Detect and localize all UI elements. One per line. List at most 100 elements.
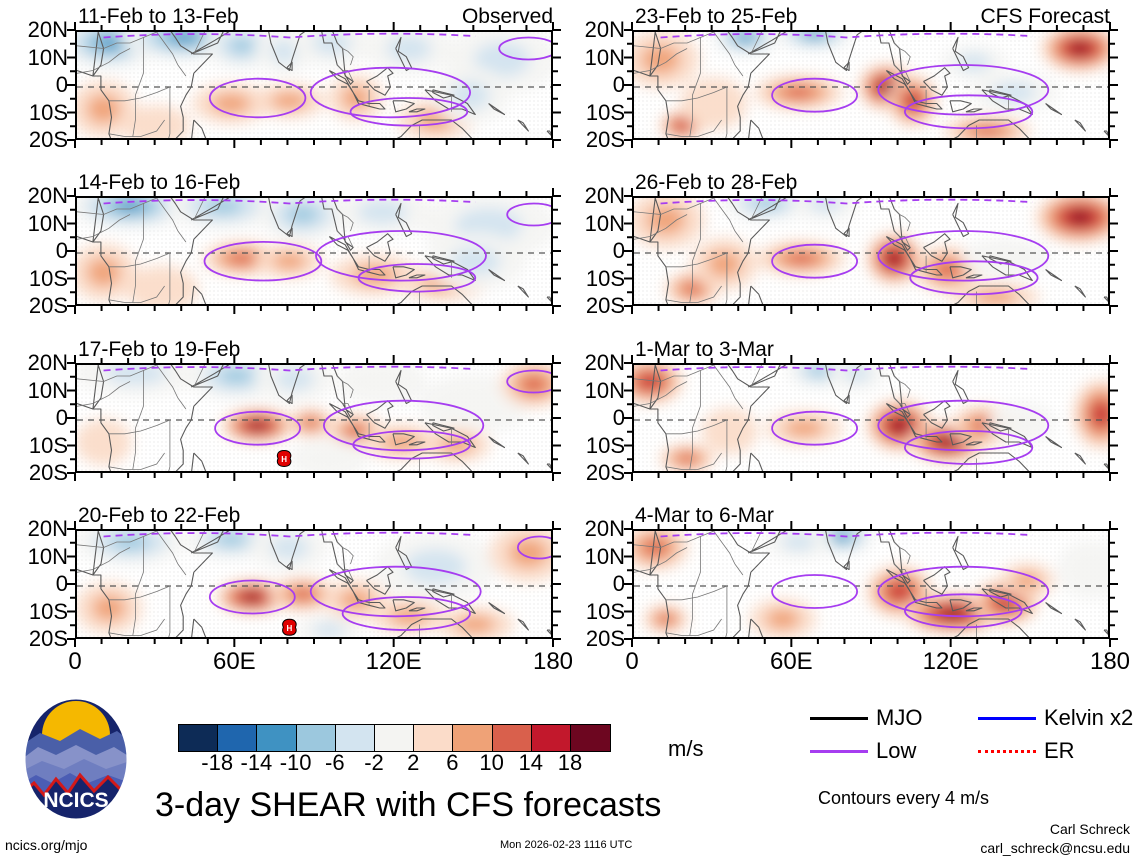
x-tick-label: 120E (922, 648, 979, 675)
colorbar (178, 724, 612, 752)
y-tick-label: 0 (55, 72, 68, 97)
colorbar-tick-label: -14 (240, 750, 273, 775)
y-tick-label: 20S (28, 293, 68, 318)
x-tick-label: 180 (532, 648, 574, 675)
wave-legend-label: Kelvin x2 (1044, 705, 1134, 730)
y-tick-label: 10N (27, 44, 68, 70)
colorbar-swatch-3 (296, 725, 336, 751)
panel-title-p7: 1-Mar to 3-Mar (635, 338, 774, 361)
panel-title-p2: 14-Feb to 16-Feb (78, 171, 241, 194)
x-tick-label: 180 (1089, 648, 1131, 675)
y-tick-label: 0 (612, 72, 625, 97)
y-tick-label: 20S (585, 293, 625, 318)
y-tick-label: 20N (584, 516, 625, 541)
y-tick-label: 10N (27, 210, 68, 236)
wave-legend: MJO Kelvin x2 Low ER (810, 705, 1134, 767)
ncics-logo: NCICS (22, 697, 130, 825)
colorbar-swatch-8 (492, 725, 532, 751)
page-title: 3-day SHEAR with CFS forecasts (155, 786, 662, 824)
x-tick-label: 0 (625, 648, 639, 675)
colorbar-swatch-6 (414, 725, 454, 751)
y-tick-label: 10N (584, 543, 625, 569)
wave-legend-line (978, 750, 1036, 753)
y-tick-label: 0 (612, 571, 625, 596)
y-tick-label: 10S (585, 99, 625, 125)
x-tick-label: 0 (68, 648, 82, 675)
x-tick-label: 60E (769, 648, 813, 675)
map-panel-p1 (75, 30, 553, 140)
author-name: Carl Schreck (1049, 821, 1130, 837)
y-tick-label: 0 (612, 405, 625, 430)
wave-legend-line (810, 750, 868, 753)
x-tick-label: 120E (365, 648, 422, 675)
colorbar-swatch-0 (179, 725, 219, 751)
colorbar-swatch-10 (570, 725, 611, 751)
y-tick-label: 20N (27, 17, 68, 42)
y-tick-label: 0 (55, 571, 68, 596)
cyclone-marker: H (282, 618, 297, 636)
y-tick-label: 10S (585, 265, 625, 291)
site-url-label: ncics.org/mjo (5, 837, 88, 853)
colorbar-swatch-2 (257, 725, 297, 751)
panel-title-p5: 23-Feb to 25-Feb (635, 5, 798, 28)
y-tick-label: 20S (28, 127, 68, 152)
colorbar-tick-labels: -18 -14 -10 -6 -2 2 6 10 14 18 (178, 752, 650, 778)
cyclone-marker: H (276, 449, 292, 468)
author-email: carl_schreck@ncsu.edu (980, 840, 1130, 856)
y-tick-label: 20S (28, 626, 68, 651)
y-tick-label: 10S (585, 432, 625, 458)
map-panel-p3: H (75, 363, 553, 473)
y-tick-label: 0 (612, 238, 625, 263)
y-tick-label: 20N (27, 516, 68, 541)
y-tick-label: 10N (584, 210, 625, 236)
wave-legend-label: ER (1044, 738, 1075, 763)
wave-legend-line (810, 717, 868, 720)
colorbar-tick-label: -18 (201, 750, 234, 775)
svg-text:H: H (287, 624, 293, 633)
colorbar-swatch-7 (453, 725, 493, 751)
ncics-logo-text: NCICS (43, 789, 108, 812)
y-tick-label: 10N (27, 377, 68, 403)
y-tick-label: 20S (585, 127, 625, 152)
colorbar-swatch-4 (335, 725, 375, 751)
panel-title-p3: 17-Feb to 19-Feb (78, 338, 241, 361)
y-tick-label: 10N (584, 44, 625, 70)
colorbar-tick-label: 6 (446, 750, 459, 775)
y-tick-label: 20S (585, 626, 625, 651)
map-panel-p7 (632, 363, 1110, 473)
y-tick-label: 10S (28, 265, 68, 291)
y-tick-label: 10N (27, 543, 68, 569)
x-tick-label: 60E (212, 648, 256, 675)
y-tick-label: 10S (585, 598, 625, 624)
colorbar-tick-label: 18 (557, 750, 583, 775)
svg-text:H: H (281, 455, 287, 464)
panel-title-p1: 11-Feb to 13-Feb (78, 5, 239, 28)
y-tick-label: 20N (27, 183, 68, 208)
panel-title-p6: 26-Feb to 28-Feb (635, 171, 798, 194)
map-panel-p8 (632, 529, 1110, 639)
colorbar-tick-label: -2 (364, 750, 384, 775)
wave-legend-label: Low (876, 738, 917, 763)
colorbar-swatch-9 (531, 725, 571, 751)
panel-title-p4: 20-Feb to 22-Feb (78, 504, 241, 527)
y-tick-label: 20N (584, 183, 625, 208)
y-tick-label: 10N (584, 377, 625, 403)
y-tick-label: 0 (55, 405, 68, 430)
colorbar-tick-label: 10 (479, 750, 504, 775)
y-tick-label: 20S (585, 460, 625, 485)
colorbar-swatch-5 (374, 725, 415, 751)
y-tick-label: 10S (28, 598, 68, 624)
y-tick-label: 20N (584, 350, 625, 375)
contours-note: Contours every 4 m/s (818, 788, 990, 808)
map-panel-p6 (632, 196, 1110, 306)
y-tick-label: 20S (28, 460, 68, 485)
map-panel-p2 (75, 196, 553, 306)
colorbar-tick-label: -6 (325, 750, 345, 775)
y-tick-label: 10S (28, 99, 68, 125)
column-header-1: CFS Forecast (980, 5, 1110, 28)
map-panel-p5 (632, 30, 1110, 140)
colorbar-tick-label: 14 (518, 750, 544, 775)
wave-legend-line (978, 717, 1036, 720)
wave-legend-label: MJO (876, 705, 923, 730)
panel-title-p8: 4-Mar to 6-Mar (635, 504, 774, 527)
